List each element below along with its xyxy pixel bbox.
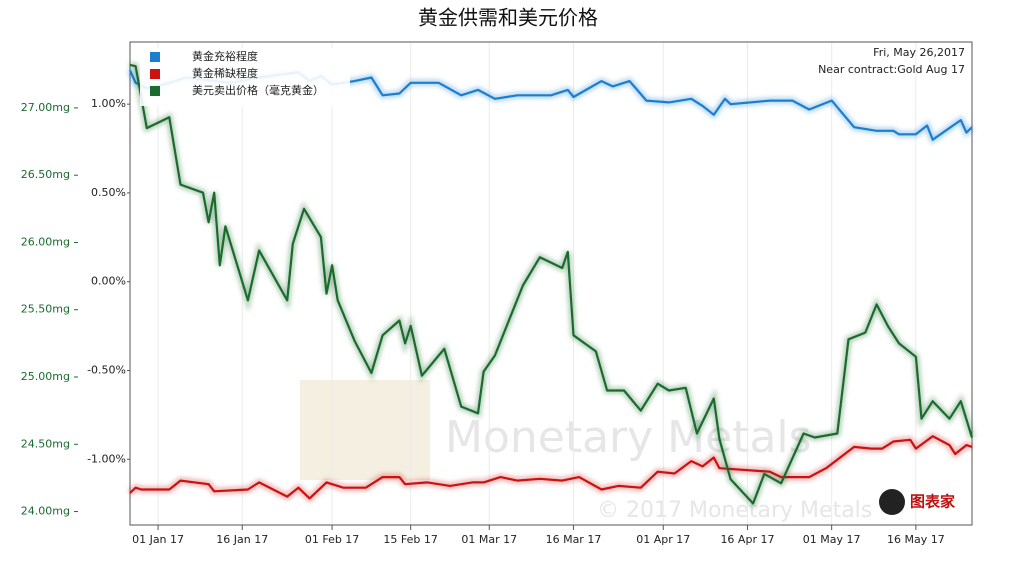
x-tick-label: 01 Feb 17	[305, 533, 359, 546]
date-note: Fri, May 26,2017	[873, 46, 965, 59]
logo-text: 图表家	[910, 493, 955, 511]
y-tick-label: 27.00mg	[21, 101, 70, 114]
x-tick-label: 01 May 17	[803, 533, 861, 546]
legend-label: 黄金稀缺程度	[192, 66, 258, 80]
x-tick-label: 15 Feb 17	[383, 533, 437, 546]
y2-tick-label: 0.00%	[91, 275, 126, 288]
corner-logo: 图表家	[879, 489, 955, 515]
y2-tick-label: -0.50%	[87, 364, 126, 377]
x-tick-label: 01 Jan 17	[132, 533, 184, 546]
legend-label: 美元卖出价格（毫克黄金）	[192, 83, 324, 97]
y2-tick-label: -1.00%	[87, 452, 126, 465]
x-tick-label: 16 Jan 17	[216, 533, 268, 546]
series-line	[129, 63, 974, 505]
legend-swatch	[150, 86, 160, 96]
y-tick-label: 26.50mg	[21, 168, 70, 181]
watermark-logo	[300, 380, 430, 480]
logo-icon	[879, 489, 905, 515]
y2-tick-label: 0.50%	[91, 186, 126, 199]
plot-frame	[129, 41, 973, 526]
watermark-text: Monetary Metals	[445, 412, 812, 463]
watermark: Monetary Metals © 2017 Monetary Metals	[300, 380, 872, 523]
copyright: © 2017 Monetary Metals	[597, 498, 872, 523]
x-tick-label: 01 Apr 17	[636, 533, 690, 546]
x-tick-label: 16 May 17	[887, 533, 945, 546]
y-tick-label: 24.00mg	[21, 505, 70, 518]
y-tick-label: 26.00mg	[21, 235, 70, 248]
series-line	[129, 435, 973, 500]
legend-swatch	[150, 52, 160, 62]
legend-swatch	[150, 69, 160, 79]
y-tick-label: 25.00mg	[21, 370, 70, 383]
y-tick-label: 24.50mg	[21, 437, 70, 450]
legend-box	[140, 48, 350, 106]
x-tick-label: 16 Apr 17	[720, 533, 774, 546]
legend-label: 黄金充裕程度	[192, 49, 258, 63]
x-tick-label: 16 Mar 17	[546, 533, 602, 546]
x-tick-label: 01 Mar 17	[461, 533, 517, 546]
y2-tick-label: 1.00%	[91, 97, 126, 110]
chart-title: 黄金供需和美元价格	[418, 6, 598, 30]
y-tick-label: 25.50mg	[21, 303, 70, 316]
contract-note: Near contract:Gold Aug 17	[818, 63, 965, 76]
